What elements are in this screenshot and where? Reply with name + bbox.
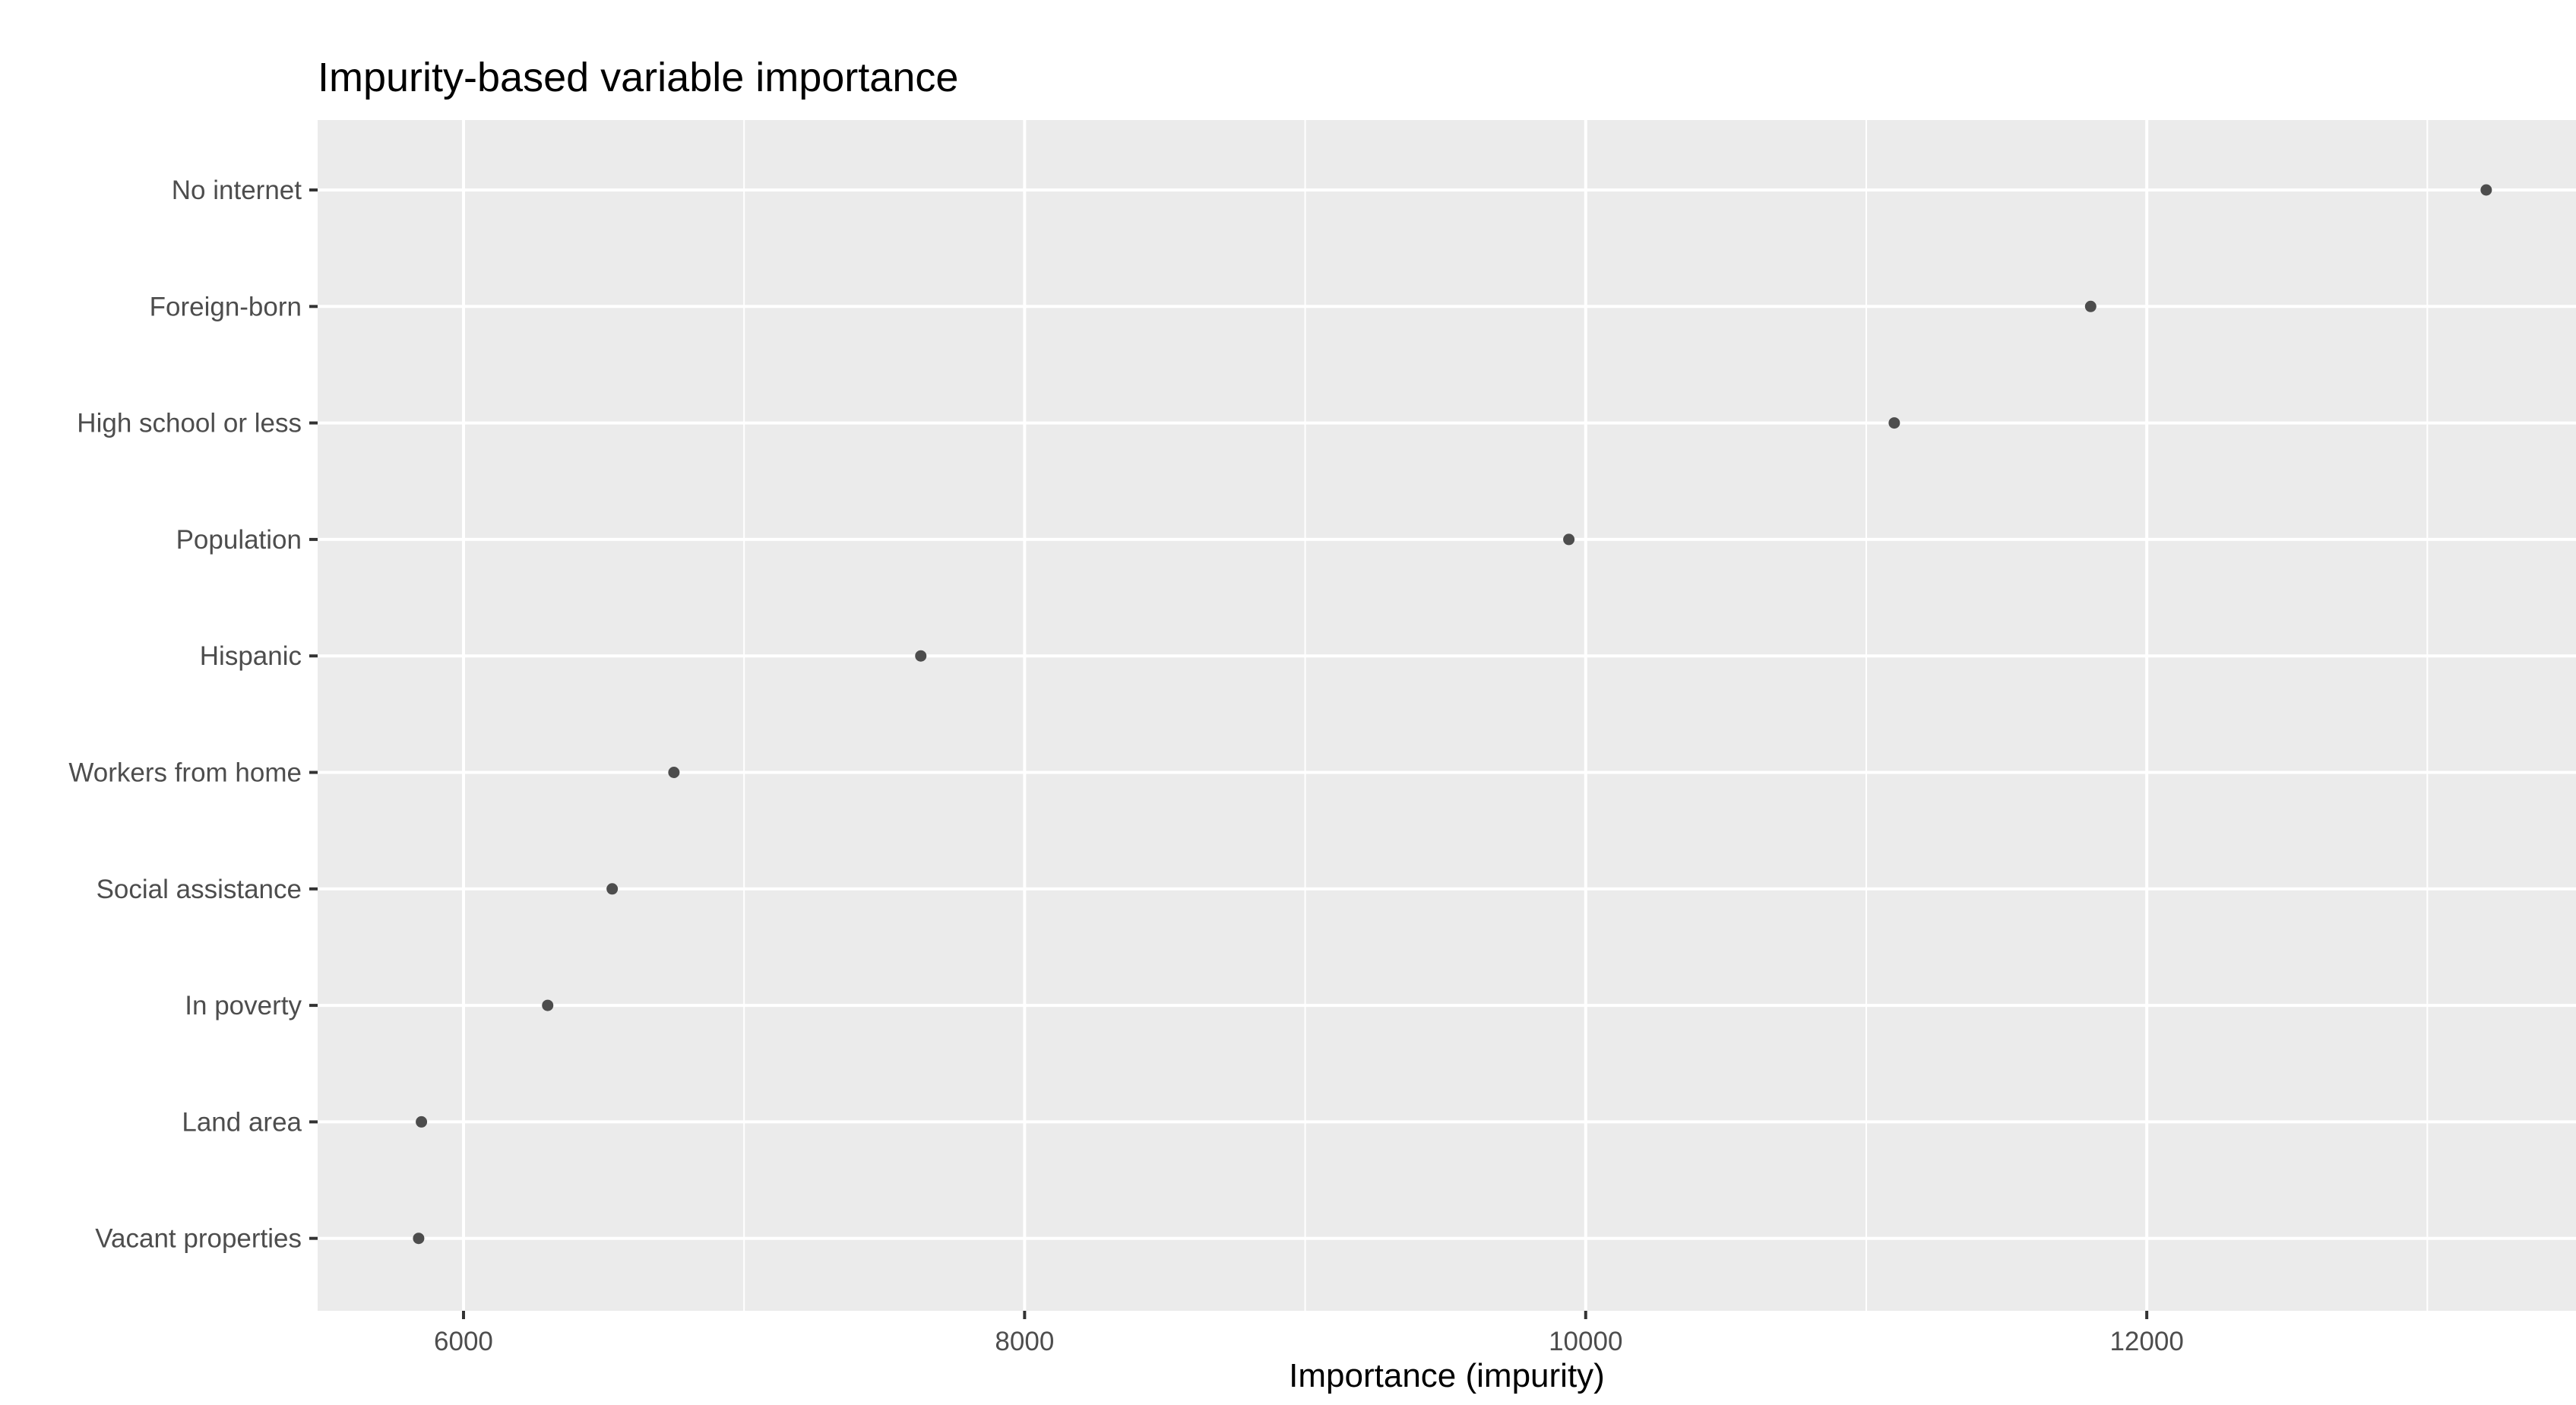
plot-panel [318, 120, 2576, 1311]
y-tick-label: No internet [172, 176, 302, 205]
major-gridlines [318, 120, 2576, 1311]
chart-title: Impurity-based variable importance [318, 55, 958, 100]
data-point [416, 1115, 428, 1128]
data-point [606, 883, 619, 895]
data-point [1563, 533, 1575, 546]
data-point [915, 650, 927, 662]
data-point [542, 999, 554, 1011]
data-point [668, 767, 680, 778]
x-axis-title: Importance (impurity) [1289, 1357, 1605, 1394]
data-point [413, 1233, 425, 1245]
x-tick-label: 6000 [434, 1327, 493, 1356]
x-tick-label: 8000 [995, 1327, 1054, 1356]
y-tick-label: Land area [182, 1107, 302, 1137]
y-tick-label: Population [176, 525, 302, 555]
y-tick-label: High school or less [77, 409, 302, 438]
x-tick-label: 12000 [2109, 1327, 2183, 1356]
data-points [413, 184, 2492, 1245]
y-tick-label: Vacant properties [95, 1224, 302, 1254]
data-point [2084, 300, 2097, 312]
x-axis: 6000 8000 10000 12000 [434, 1311, 2184, 1356]
y-axis: No internet Foreign-born High school or le… [68, 176, 318, 1254]
y-tick-label: In poverty [185, 991, 302, 1021]
y-tick-label: Workers from home [68, 758, 302, 788]
data-point [2480, 184, 2492, 196]
x-tick-label: 10000 [1549, 1327, 1622, 1356]
y-tick-label: Hispanic [200, 641, 302, 671]
y-tick-label: Foreign-born [150, 292, 302, 321]
minor-gridlines [743, 120, 2429, 1311]
y-tick-label: Social assistance [97, 875, 302, 904]
data-point [1888, 417, 1900, 429]
